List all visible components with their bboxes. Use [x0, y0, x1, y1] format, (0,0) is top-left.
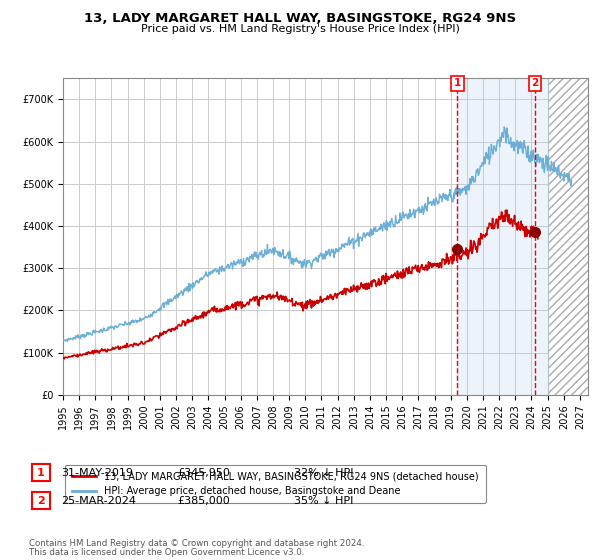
Text: Price paid vs. HM Land Registry's House Price Index (HPI): Price paid vs. HM Land Registry's House …	[140, 24, 460, 34]
Bar	[457, 78, 548, 395]
Text: This data is licensed under the Open Government Licence v3.0.: This data is licensed under the Open Gov…	[29, 548, 304, 557]
Text: 25-MAR-2024: 25-MAR-2024	[61, 496, 136, 506]
Text: 2: 2	[532, 78, 539, 88]
Text: Contains HM Land Registry data © Crown copyright and database right 2024.: Contains HM Land Registry data © Crown c…	[29, 539, 364, 548]
Text: 35% ↓ HPI: 35% ↓ HPI	[294, 496, 353, 506]
Text: 32% ↓ HPI: 32% ↓ HPI	[294, 468, 353, 478]
Text: £345,950: £345,950	[177, 468, 230, 478]
Legend: 13, LADY MARGARET HALL WAY, BASINGSTOKE, RG24 9NS (detached house), HPI: Average: 13, LADY MARGARET HALL WAY, BASINGSTOKE,…	[65, 465, 485, 503]
Text: 2: 2	[37, 496, 44, 506]
Text: 31-MAY-2019: 31-MAY-2019	[61, 468, 133, 478]
Text: 1: 1	[454, 78, 461, 88]
Text: 13, LADY MARGARET HALL WAY, BASINGSTOKE, RG24 9NS: 13, LADY MARGARET HALL WAY, BASINGSTOKE,…	[84, 12, 516, 25]
Text: £385,000: £385,000	[177, 496, 230, 506]
Text: 1: 1	[37, 468, 44, 478]
